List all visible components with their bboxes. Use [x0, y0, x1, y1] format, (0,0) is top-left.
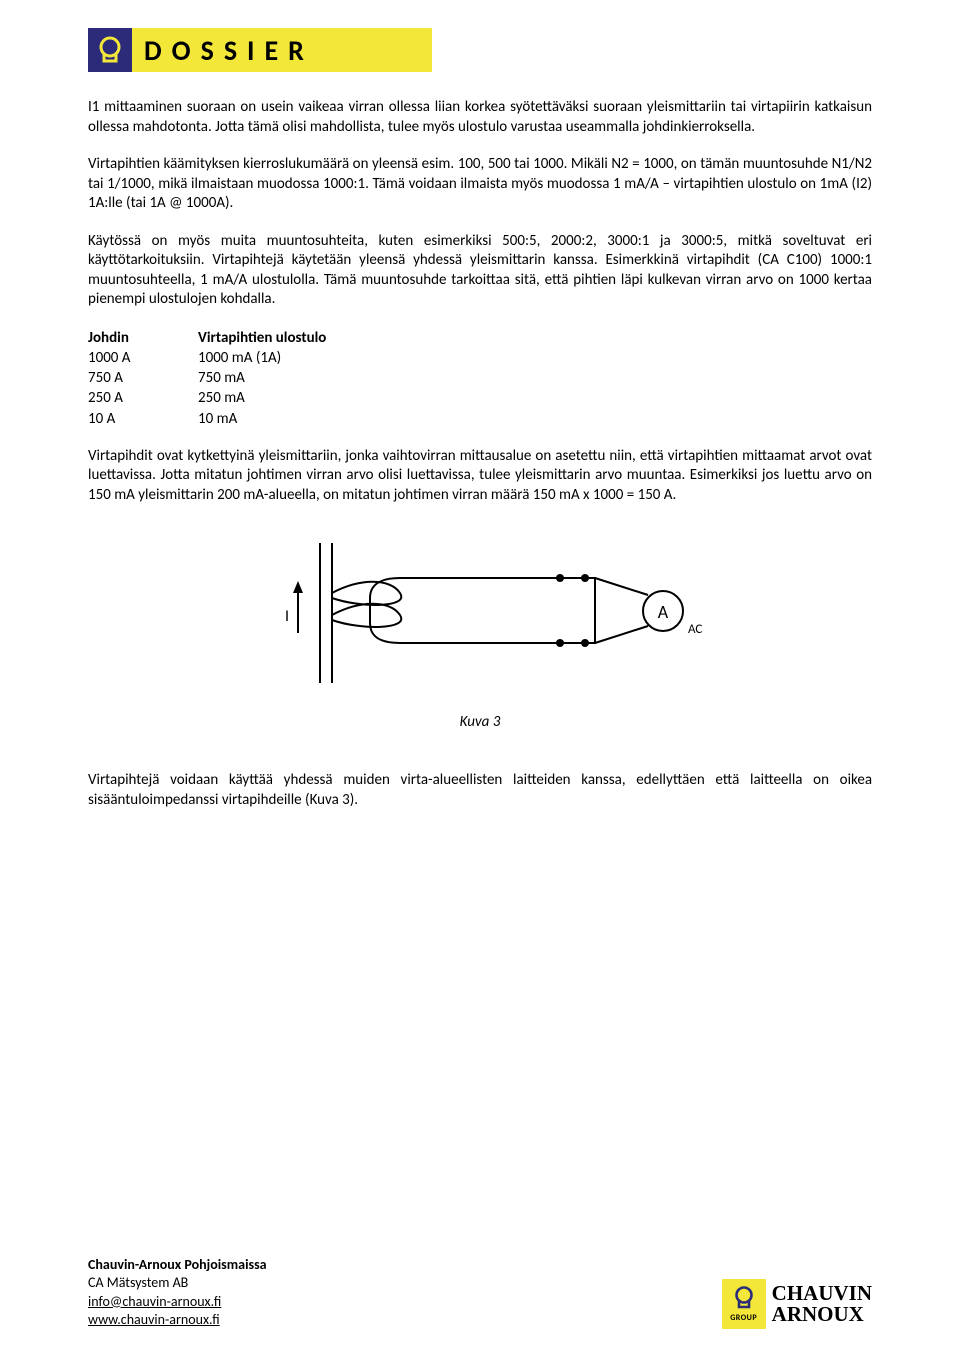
output-table: Johdin Virtapihtien ulostulo 1000 A 1000…: [88, 328, 872, 429]
meter-label-text: A: [658, 601, 669, 623]
banner-title: DOSSIER: [144, 33, 314, 68]
banner-logo-box: [88, 28, 132, 72]
table-cell: 1000 mA (1A): [198, 348, 872, 368]
table-cell: 250 A: [88, 388, 198, 408]
table-header-col1: Johdin: [88, 328, 198, 348]
table-row: 1000 A 1000 mA (1A): [88, 348, 872, 368]
brand-line2: ARNOUX: [772, 1304, 872, 1325]
table-cell: 750 mA: [198, 368, 872, 388]
paragraph-5: Virtapihtejä voidaan käyttää yhdessä mui…: [88, 771, 872, 810]
footer-company: Chauvin-Arnoux Pohjoismaissa: [88, 1256, 267, 1274]
brand-line1: CHAUVIN: [772, 1283, 872, 1304]
figure-caption: Kuva 3: [460, 713, 501, 731]
footer-contact: Chauvin-Arnoux Pohjoismaissa CA Mätsyste…: [88, 1256, 267, 1329]
dossier-banner: DOSSIER: [88, 28, 432, 72]
table-row: 750 A 750 mA: [88, 368, 872, 388]
clamp-logo-icon: [95, 35, 125, 65]
paragraph-3: Käytössä on myös muita muuntosuhteita, k…: [88, 232, 872, 310]
table-cell: 10 A: [88, 409, 198, 429]
footer-web-link[interactable]: www.chauvin-arnoux.fi: [88, 1311, 220, 1328]
brand-name-block: CHAUVIN ARNOUX: [772, 1283, 872, 1325]
group-label: GROUP: [730, 1313, 757, 1323]
table-row: 250 A 250 mA: [88, 388, 872, 408]
footer-email-link[interactable]: info@chauvin-arnoux.fi: [88, 1293, 221, 1310]
paragraph-2: Virtapihtien käämityksen kierroslukumäär…: [88, 155, 872, 214]
ac-label-text: AC: [688, 622, 702, 637]
table-row: 10 A 10 mA: [88, 409, 872, 429]
group-badge: GROUP: [722, 1279, 766, 1329]
current-label-text: I: [285, 607, 289, 626]
clamp-logo-icon: [731, 1285, 757, 1311]
footer-brand-logo: GROUP CHAUVIN ARNOUX: [722, 1279, 872, 1329]
figure-3: I A AC Kuva 3: [88, 523, 872, 731]
page-footer: Chauvin-Arnoux Pohjoismaissa CA Mätsyste…: [88, 1256, 872, 1329]
paragraph-4: Virtapihdit ovat kytkettyinä yleismittar…: [88, 447, 872, 506]
circuit-diagram: I A AC: [250, 523, 710, 703]
table-cell: 250 mA: [198, 388, 872, 408]
paragraph-1: I1 mittaaminen suoraan on usein vaikeaa …: [88, 98, 872, 137]
table-cell: 750 A: [88, 368, 198, 388]
table-header-row: Johdin Virtapihtien ulostulo: [88, 328, 872, 348]
table-cell: 10 mA: [198, 409, 872, 429]
table-header-col2: Virtapihtien ulostulo: [198, 328, 872, 348]
footer-subsidiary: CA Mätsystem AB: [88, 1274, 267, 1292]
table-cell: 1000 A: [88, 348, 198, 368]
